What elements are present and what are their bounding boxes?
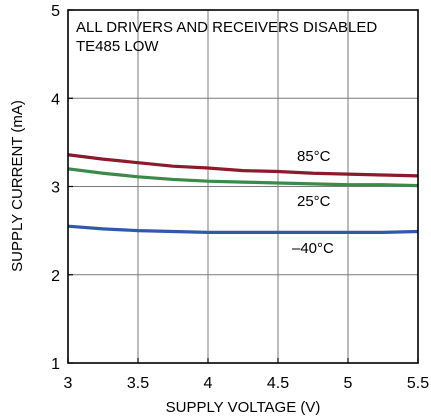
annotation-line-1: ALL DRIVERS AND RECEIVERS DISABLED: [76, 19, 377, 36]
series-lines: [67, 153, 419, 234]
x-tick-label: 4.5: [267, 375, 289, 392]
axis-ticks: 3 3.5 4 4.5 5 5.5 1 2 3 4 5: [51, 3, 429, 392]
y-tick-label: 4: [51, 91, 60, 108]
x-tick-label: 3: [64, 375, 73, 392]
y-tick-label: 5: [51, 3, 60, 20]
annotation-line-2: TE485 LOW: [76, 38, 159, 55]
y-tick-label: 2: [51, 268, 60, 285]
series-label-minus40c: –40°C: [292, 240, 334, 257]
y-tick-label: 3: [51, 180, 60, 197]
y-tick-label: 1: [51, 356, 60, 373]
x-tick-label: 5: [344, 375, 353, 392]
grid-lines: [68, 10, 418, 363]
series-label-25c: 25°C: [297, 193, 331, 210]
series-line-85c: [67, 153, 419, 178]
x-tick-label: 4: [204, 375, 213, 392]
x-tick-label: 3.5: [127, 375, 149, 392]
x-tick-label: 5.5: [407, 375, 429, 392]
series-line-25c: [67, 167, 419, 188]
series-label-85c: 85°C: [297, 148, 331, 165]
series-line-minus40c: [67, 224, 419, 234]
x-axis-label: SUPPLY VOLTAGE (V): [166, 399, 321, 416]
y-axis-label: SUPPLY CURRENT (mA): [9, 100, 26, 272]
